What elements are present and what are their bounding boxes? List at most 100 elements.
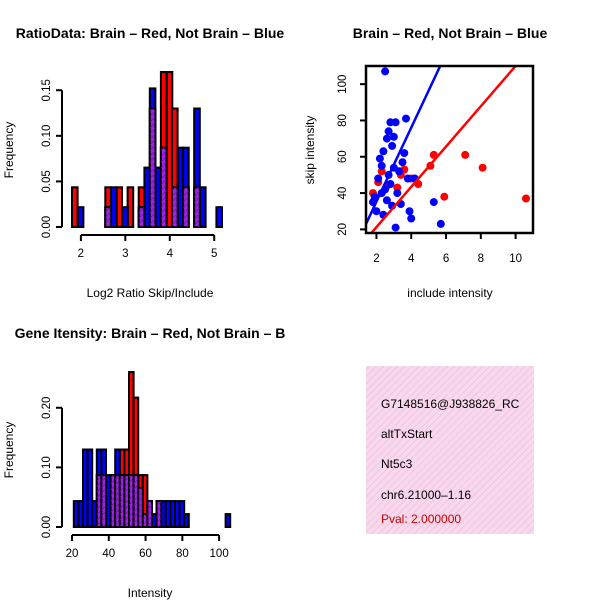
intensity-bar-overlap-hatch bbox=[142, 514, 148, 527]
ratio-bar-overlap-hatch bbox=[172, 187, 178, 227]
intensity-y-tick-label: 0.00 bbox=[41, 516, 53, 538]
ratio-x-tick-label: 5 bbox=[211, 248, 217, 260]
scatter-x-tick-label: 10 bbox=[509, 253, 522, 265]
ratio-bar-notbrain bbox=[121, 206, 129, 228]
scatter-point-brain bbox=[522, 194, 530, 203]
ratio-histogram-title: RatioData: Brain – Red, Not Brain – Blue bbox=[16, 25, 285, 41]
ratio-bar-notbrain bbox=[76, 206, 85, 228]
ratio-histogram-bars bbox=[71, 71, 223, 229]
intensity-bar-overlap-hatch bbox=[138, 488, 143, 527]
intensity-bar-overlap-hatch bbox=[147, 501, 152, 527]
scatter-x-tick-label: 4 bbox=[408, 253, 415, 265]
scatter-point-notbrain bbox=[388, 141, 397, 150]
intensity-bar-overlap-hatch bbox=[133, 475, 139, 527]
scatter-point-notbrain bbox=[379, 147, 388, 156]
intensity-bar-notbrain bbox=[86, 448, 94, 528]
scatter-x-tick-label: 6 bbox=[443, 253, 449, 265]
scatter-point-notbrain bbox=[381, 67, 390, 76]
intensity-bar-notbrain bbox=[224, 513, 232, 528]
scatter-point-brain bbox=[377, 167, 386, 176]
intensity-x-tick-label: 80 bbox=[176, 548, 189, 560]
ratio-bar-overlap-hatch bbox=[105, 207, 111, 227]
intensity-bar-overlap-hatch bbox=[115, 475, 120, 527]
ratio-y-tick-label: 0.15 bbox=[41, 79, 53, 101]
ratio-bar-overlap-hatch bbox=[138, 207, 145, 227]
intensity-histogram-axes: 0.00 0.10 0.20 20 40 60 80 100 bbox=[41, 397, 229, 560]
intensity-x-tick-label: 100 bbox=[210, 548, 229, 560]
scatter-x-tick-label: 2 bbox=[373, 253, 379, 265]
scatter-fit-line-notbrain bbox=[366, 66, 442, 225]
ratio-x-tick-label: 2 bbox=[78, 248, 84, 260]
intensity-scatter: Brain – Red, Not Brain – Blue include in… bbox=[303, 25, 547, 300]
intensity-bar-overlap-hatch bbox=[119, 475, 125, 527]
ratio-y-tick-label: 0.10 bbox=[41, 125, 53, 147]
intensity-histogram-y-label: Frequency bbox=[2, 422, 16, 479]
intensity-bar-notbrain bbox=[183, 513, 190, 528]
scatter-x-tick-label: 8 bbox=[478, 253, 484, 265]
intensity-bar-overlap-hatch bbox=[96, 475, 102, 527]
scatter-point-notbrain bbox=[382, 134, 391, 143]
gene-name-text: Nt5c3 bbox=[381, 457, 413, 471]
scatter-point-notbrain bbox=[403, 174, 412, 183]
scatter-point-notbrain bbox=[398, 158, 407, 167]
scatter-point-notbrain bbox=[389, 132, 398, 141]
intensity-histogram-x-label: Intensity bbox=[128, 586, 173, 600]
intensity-bar-overlap-hatch bbox=[110, 475, 116, 527]
info-panel-hatching bbox=[366, 366, 534, 534]
scatter-point-brain bbox=[478, 163, 487, 172]
intensity-y-tick-label: 0.10 bbox=[41, 456, 53, 478]
intensity-histogram-title: Gene Itensity: Brain – Red, Not Brain – … bbox=[15, 325, 286, 341]
ratio-histogram-x-label: Log2 Ratio Skip/Include bbox=[87, 286, 214, 300]
scatter-title: Brain – Red, Not Brain – Blue bbox=[353, 25, 548, 41]
scatter-fit-line-brain bbox=[369, 66, 518, 233]
scatter-point-notbrain bbox=[402, 114, 410, 123]
ratio-bar-overlap-hatch bbox=[183, 187, 189, 227]
scatter-plot-box bbox=[364, 64, 535, 235]
ratio-histogram-axes: 0.00 0.05 0.10 0.15 2 3 4 5 bbox=[41, 79, 217, 260]
chromosome-location-text: chr6.21000–1.16 bbox=[381, 488, 471, 502]
scatter-point-notbrain bbox=[400, 149, 409, 158]
scatter-y-tick-label: 60 bbox=[337, 150, 349, 163]
scatter-axes: 2 4 6 8 10 20 40 60 80 100 bbox=[337, 64, 535, 265]
pval-text: Pval: 2.000000 bbox=[381, 512, 461, 526]
scatter-point-brain bbox=[440, 192, 449, 201]
intensity-bar-overlap-hatch bbox=[101, 475, 106, 527]
ratio-bar-brain bbox=[71, 186, 79, 229]
intensity-x-tick-label: 20 bbox=[66, 548, 79, 560]
scatter-y-tick-label: 40 bbox=[337, 187, 349, 200]
ratio-bar-overlap-hatch bbox=[194, 187, 200, 227]
scatter-point-brain bbox=[393, 183, 402, 192]
intensity-x-tick-label: 40 bbox=[102, 548, 115, 560]
scatter-point-notbrain bbox=[375, 154, 384, 163]
ratio-bar-overlap-hatch bbox=[160, 147, 167, 227]
ratio-y-tick-label: 0.05 bbox=[41, 170, 53, 192]
intensity-x-tick-label: 60 bbox=[139, 548, 152, 560]
intensity-bar-overlap-hatch bbox=[156, 501, 162, 527]
scatter-point-notbrain bbox=[391, 118, 400, 127]
intensity-bar-overlap-hatch bbox=[124, 475, 129, 527]
scatter-y-tick-label: 100 bbox=[337, 75, 349, 94]
ratio-histogram-y-label: Frequency bbox=[2, 122, 16, 179]
ratio-bar-notbrain bbox=[215, 206, 223, 228]
intensity-histogram: Gene Itensity: Brain – Red, Not Brain – … bbox=[2, 325, 285, 600]
scatter-point-notbrain bbox=[391, 223, 400, 232]
ratio-x-tick-label: 4 bbox=[167, 248, 174, 260]
intensity-histogram-bars bbox=[72, 371, 232, 529]
event-type-text: altTxStart bbox=[381, 427, 433, 441]
scatter-point-notbrain bbox=[377, 161, 386, 170]
scatter-point-notbrain bbox=[382, 196, 391, 205]
scatter-point-notbrain bbox=[395, 167, 404, 176]
scatter-point-notbrain bbox=[372, 207, 381, 216]
intensity-y-tick-label: 0.20 bbox=[41, 397, 53, 419]
scatter-point-notbrain bbox=[429, 198, 438, 207]
scatter-point-notbrain bbox=[407, 214, 416, 223]
scatter-points bbox=[366, 66, 530, 233]
ratio-bar-notbrain bbox=[199, 186, 207, 229]
scatter-point-notbrain bbox=[386, 180, 395, 188]
ratio-bar-notbrain bbox=[110, 186, 118, 229]
scatter-point-notbrain bbox=[405, 207, 414, 216]
scatter-y-tick-label: 20 bbox=[337, 223, 349, 236]
scatter-point-notbrain bbox=[393, 189, 402, 198]
info-panel: G7148516@J938826_RC altTxStart Nt5c3 chr… bbox=[366, 366, 534, 534]
